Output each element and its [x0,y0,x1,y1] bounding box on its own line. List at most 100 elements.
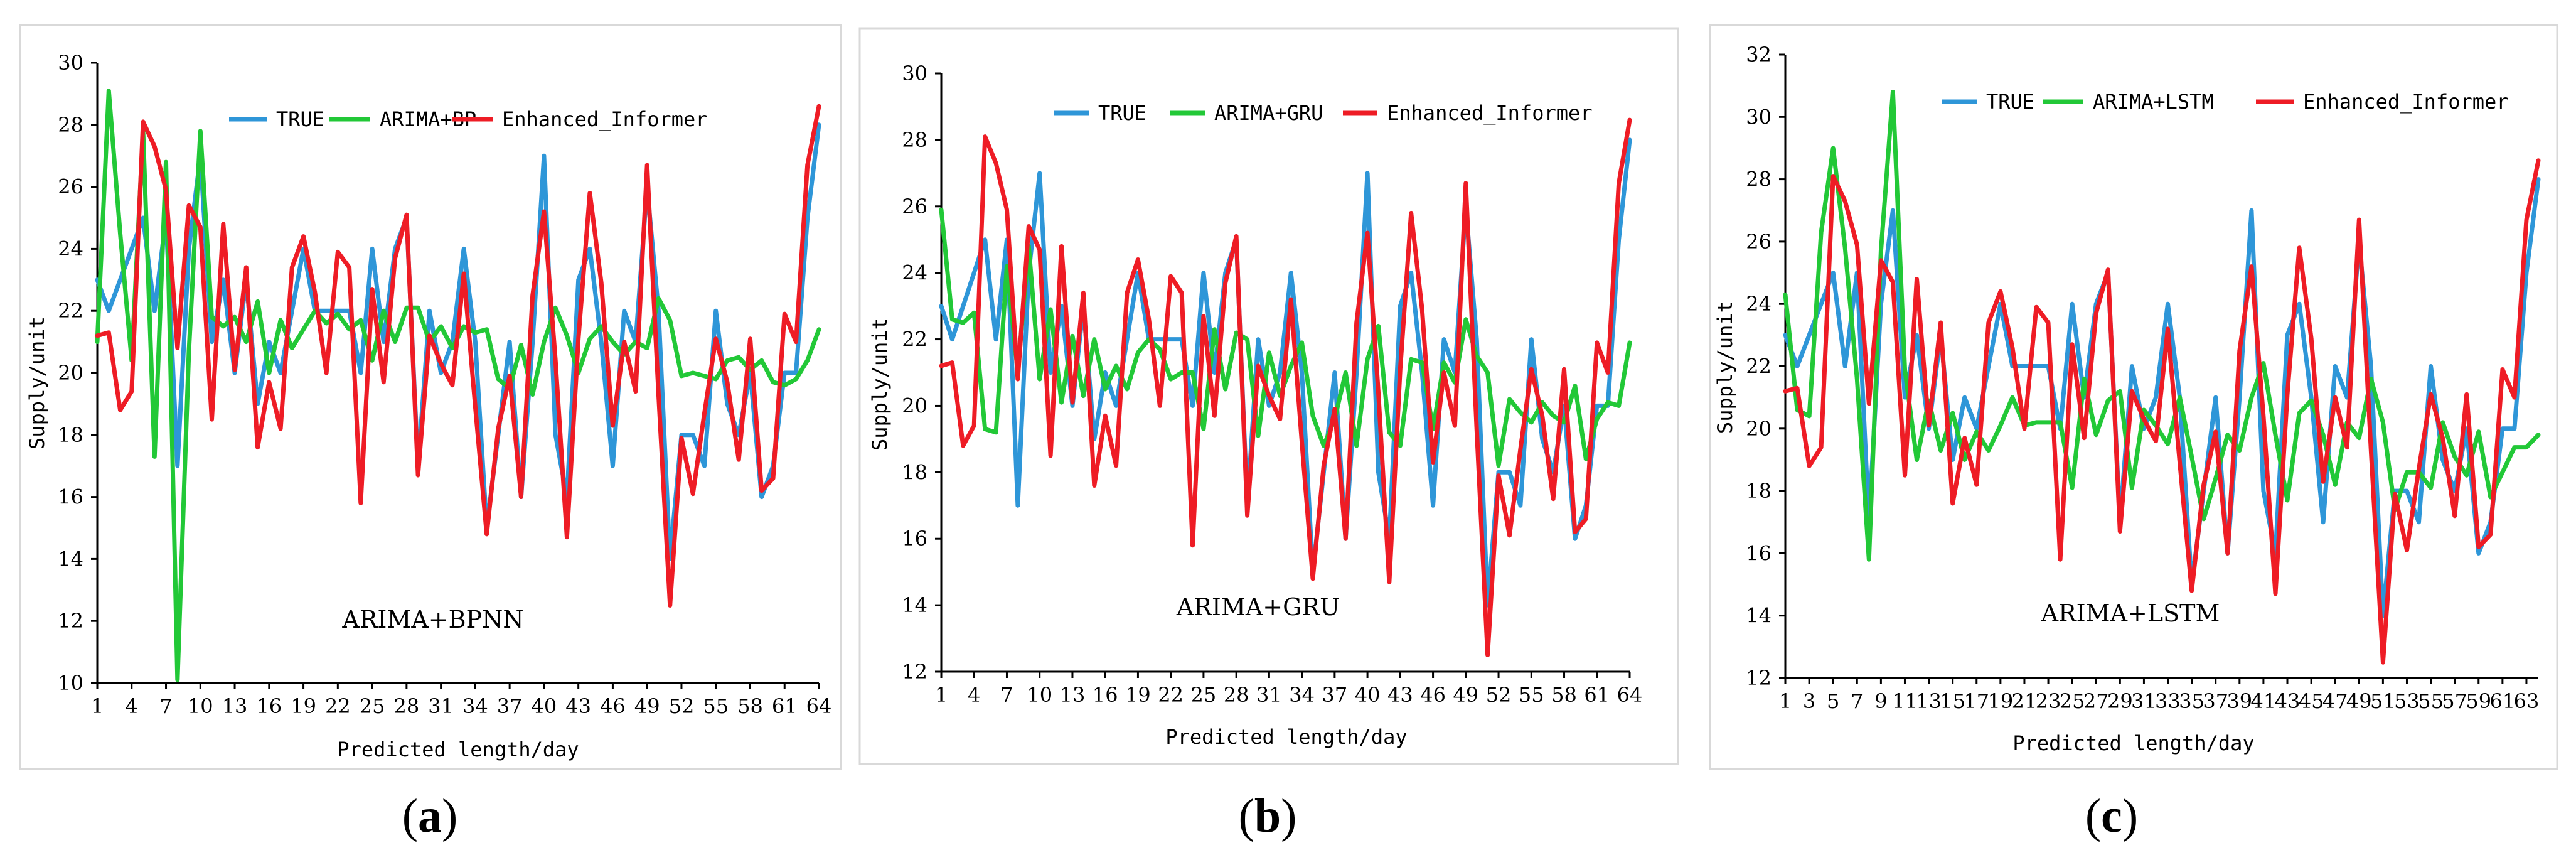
y-tick-label-b: 28 [902,128,927,152]
y-tick-label-c: 32 [1746,43,1772,67]
x-tick-label-a: 7 [159,694,172,718]
x-tick-label-c: 35 [2179,689,2205,713]
x-tick-label-a: 1 [91,694,104,718]
y-tick-label-a: 30 [58,51,83,75]
y-tick-label-a: 14 [58,547,83,571]
legend-label-b-2: Enhanced_Informer [1387,101,1593,125]
y-tick-label-a: 12 [58,609,83,633]
x-tick-label-c: 7 [1851,689,1863,713]
caption-letter-b: b [1254,790,1281,842]
x-tick-label-a: 22 [325,694,351,718]
x-tick-label-b: 61 [1584,683,1610,707]
x-tick-label-c: 19 [1987,689,2013,713]
legend-label-a-2: Enhanced_Informer [502,107,708,131]
x-tick-label-c: 23 [2036,689,2061,713]
y-tick-label-b: 12 [902,660,927,684]
x-axis-label-c: Predicted length/day [2012,731,2254,755]
x-tick-label-a: 61 [772,694,798,718]
x-tick-label-c: 15 [1940,689,1965,713]
x-tick-label-b: 46 [1420,683,1446,707]
x-tick-label-a: 25 [360,694,385,718]
y-tick-label-c: 26 [1746,230,1772,254]
x-tick-label-b: 10 [1027,683,1052,707]
x-tick-label-a: 37 [497,694,523,718]
y-tick-label-a: 22 [58,299,83,323]
x-tick-label-c: 51 [2370,689,2396,713]
caption-close-b: ) [1281,790,1296,842]
y-tick-label-c: 30 [1746,105,1772,129]
x-tick-label-a: 46 [600,694,626,718]
x-tick-label-a: 10 [188,694,213,718]
panel-caption-b: (b) [1239,790,1297,842]
panel-caption-a: (a) [402,790,458,842]
x-tick-label-c: 59 [2466,689,2491,713]
y-axis-label-a: Supply/unit [25,316,49,449]
x-tick-label-a: 55 [703,694,729,718]
x-tick-label-b: 58 [1551,683,1577,707]
x-tick-label-b: 64 [1617,683,1643,707]
x-tick-label-a: 58 [737,694,763,718]
x-tick-label-b: 43 [1387,683,1413,707]
x-tick-label-c: 25 [2060,689,2085,713]
x-tick-label-b: 40 [1355,683,1381,707]
x-tick-label-b: 25 [1191,683,1217,707]
x-tick-label-b: 31 [1256,683,1282,707]
x-tick-label-b: 19 [1125,683,1151,707]
caption-close-a: ) [442,790,457,842]
y-axis-label-b: Supply/unit [868,318,892,451]
x-tick-label-c: 37 [2203,689,2228,713]
y-tick-label-a: 28 [58,113,83,137]
y-tick-label-b: 20 [902,394,927,417]
x-tick-label-c: 39 [2226,689,2252,713]
x-tick-label-c: 5 [1827,689,1839,713]
legend-label-a-0: TRUE [276,107,324,131]
x-tick-label-c: 43 [2275,689,2301,713]
x-tick-label-c: 53 [2394,689,2420,713]
x-tick-label-c: 13 [1916,689,1942,713]
x-tick-label-b: 55 [1519,683,1544,707]
x-tick-label-b: 34 [1289,683,1315,707]
x-tick-label-b: 22 [1158,683,1184,707]
x-tick-label-b: 1 [935,683,948,707]
caption-close-c: ) [2122,790,2138,842]
x-tick-label-c: 61 [2489,689,2515,713]
x-tick-label-c: 47 [2322,689,2348,713]
x-tick-label-c: 21 [2012,689,2038,713]
x-tick-label-c: 49 [2346,689,2372,713]
x-tick-label-c: 31 [2131,689,2157,713]
x-tick-label-c: 9 [1874,689,1887,713]
series-line-a-2 [95,104,821,608]
x-tick-label-b: 49 [1453,683,1478,707]
series-line-b-2 [939,117,1632,657]
legend-label-c-2: Enhanced_Informer [2303,90,2509,114]
x-tick-label-c: 57 [2442,689,2467,713]
x-tick-label-b: 37 [1322,683,1347,707]
y-tick-label-b: 16 [902,527,927,551]
caption-open-c: ( [2085,790,2101,842]
x-tick-label-b: 7 [1000,683,1013,707]
y-tick-label-b: 22 [902,328,927,352]
x-tick-label-c: 33 [2155,689,2181,713]
x-tick-label-a: 40 [532,694,557,718]
x-tick-label-a: 52 [669,694,695,718]
caption-open-a: ( [402,790,418,842]
legend-label-c-0: TRUE [1986,90,2034,114]
x-tick-label-c: 45 [2299,689,2324,713]
caption-letter-a: a [418,790,442,842]
x-tick-label-c: 63 [2514,689,2540,713]
x-tick-label-a: 31 [428,694,454,718]
y-tick-label-c: 20 [1746,417,1772,441]
legend-label-b-0: TRUE [1098,101,1146,125]
x-tick-label-a: 64 [806,694,832,718]
x-tick-label-b: 13 [1060,683,1086,707]
y-tick-label-a: 16 [58,485,83,509]
x-tick-label-a: 19 [291,694,316,718]
y-tick-label-c: 28 [1746,168,1772,191]
y-tick-label-c: 12 [1746,666,1772,690]
inner-title-c: ARIMA+LSTM [2041,599,2220,627]
x-tick-label-c: 11 [1892,689,1918,713]
x-tick-label-a: 28 [393,694,419,718]
y-tick-label-b: 26 [902,195,927,218]
